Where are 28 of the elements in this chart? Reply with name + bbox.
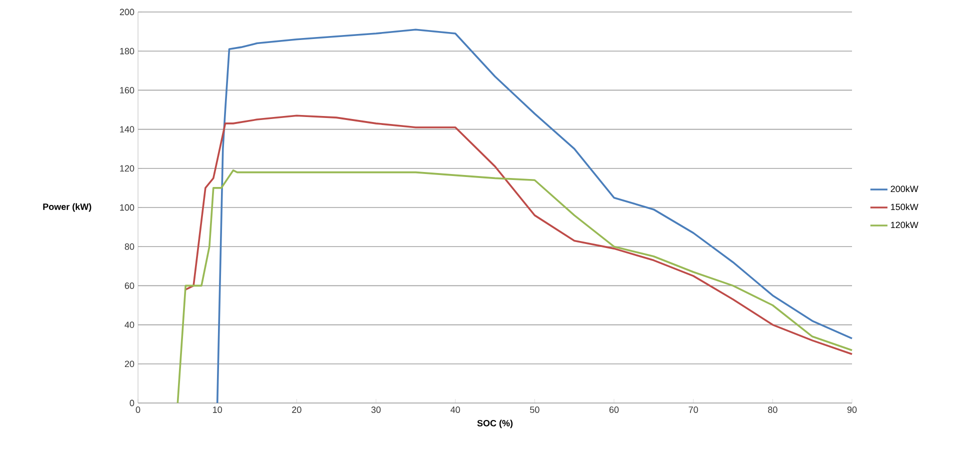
x-tick-label: 30	[371, 406, 381, 413]
y-tick-label: 100	[120, 204, 134, 211]
x-tick-label: 40	[450, 406, 460, 413]
legend-label: 200kW	[890, 185, 918, 192]
y-tick-label: 120	[120, 165, 134, 172]
legend-label: 120kW	[891, 222, 918, 228]
y-tick-label: 140	[120, 126, 134, 132]
line-series	[184, 114, 853, 356]
y-axis-title: Power (kW)	[43, 203, 92, 212]
y-tick-label: 20	[124, 360, 134, 368]
y-tick-label: 0	[130, 400, 134, 406]
y-tick-label: 60	[124, 282, 134, 289]
y-tick-label: 80	[124, 243, 134, 250]
x-tick-label: 20	[292, 406, 302, 413]
x-tick-label: 90	[847, 406, 857, 413]
x-tick-label: 50	[530, 406, 540, 413]
y-tick-label: 180	[120, 48, 134, 54]
x-tick-label: 10	[213, 406, 222, 413]
x-axis-title: SOC (%)	[477, 420, 513, 428]
line-series	[216, 28, 853, 404]
x-tick-label: 70	[688, 406, 698, 413]
x-tick-label: 0	[136, 406, 140, 413]
y-tick-label: 200	[120, 8, 134, 16]
legend-label: 150kW	[891, 203, 918, 210]
x-tick-label: 60	[609, 406, 619, 413]
x-tick-label: 80	[768, 406, 778, 413]
y-tick-label: 40	[124, 322, 134, 328]
y-tick-label: 160	[120, 87, 134, 94]
